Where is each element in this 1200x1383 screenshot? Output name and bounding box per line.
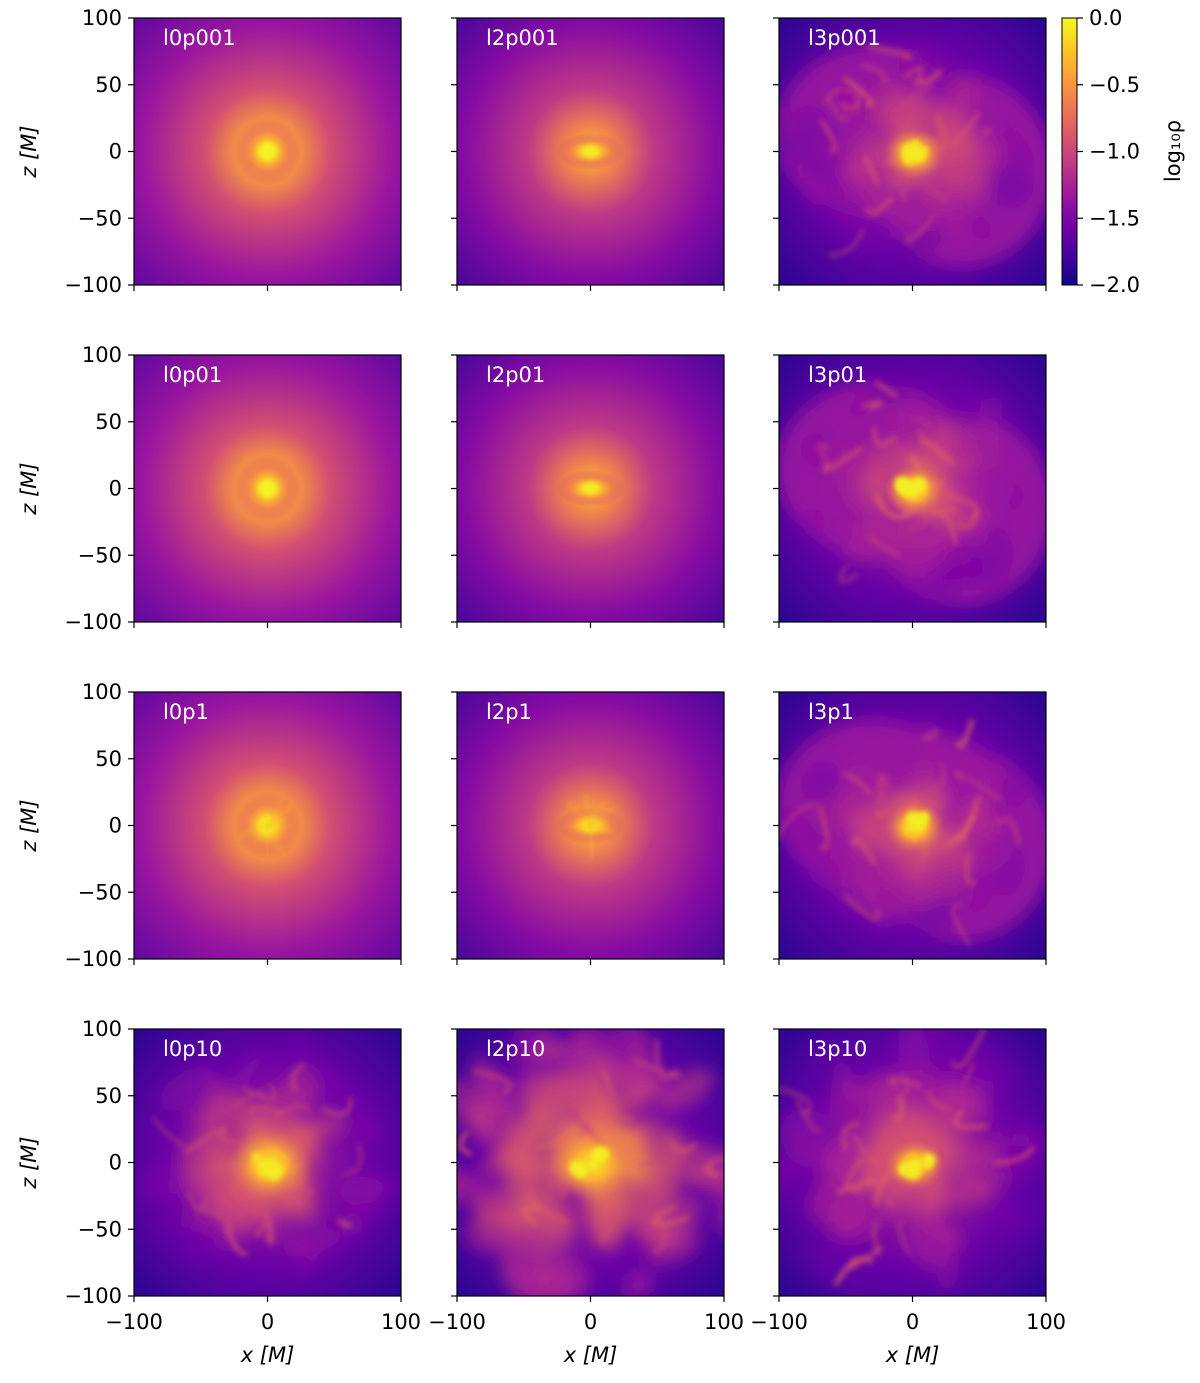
panel-label: l2p001 — [486, 26, 559, 50]
y-tick-label: −50 — [78, 543, 122, 567]
panel-l3p001: l3p001 — [773, 17, 1047, 291]
colorbar-tick-label: −2.0 — [1089, 273, 1140, 297]
panel-l3p10: l3p10 −100 0 100 x [M] — [750, 1028, 1066, 1367]
colorbar-gradient — [1061, 17, 1078, 286]
colorbar-tick-label: 0.0 — [1089, 6, 1122, 30]
panel-l0p10: l0p10 100 50 0 −50 −100−100 0 100 z [M] x [M] — [17, 1017, 421, 1367]
panel-l0p01: l0p01 100 50 0 −50 −100 z [M] — [17, 343, 402, 634]
y-tick-label: 50 — [95, 410, 122, 434]
panel-l3p1: l3p1 — [773, 691, 1047, 965]
density-map — [134, 1029, 401, 1296]
panel-l2p001: l2p001 — [451, 17, 725, 291]
x-tick-label: −100 — [750, 1310, 808, 1334]
x-tick-label: 100 — [1026, 1310, 1066, 1334]
panel-label: l2p10 — [486, 1037, 545, 1061]
density-map — [457, 355, 724, 622]
y-axis-label: z [M] — [17, 462, 41, 515]
density-map — [457, 18, 724, 285]
x-tick-label: 0 — [261, 1310, 274, 1334]
panel-l2p01: l2p01 — [451, 354, 725, 628]
x-tick-label: −100 — [105, 1310, 163, 1334]
panels: l0p001 100 50 0 −50 −100 z [M] l2p001 l3p001 l0p0… — [17, 6, 1066, 1367]
y-tick-label: 50 — [95, 1084, 122, 1108]
panel-l3p01: l3p01 — [773, 354, 1047, 628]
y-tick-label: −50 — [78, 206, 122, 230]
panel-label: l3p1 — [808, 700, 854, 724]
x-tick-label: −100 — [428, 1310, 486, 1334]
panel-l2p1: l2p1 — [451, 691, 725, 965]
colorbar-tick-label: −0.5 — [1089, 73, 1140, 97]
panel-label: l0p1 — [163, 700, 209, 724]
y-tick-label: −100 — [64, 610, 122, 634]
density-map — [134, 18, 401, 285]
x-axis-label: x [M] — [885, 1343, 940, 1367]
density-map — [134, 692, 401, 959]
y-tick-label: 0 — [109, 477, 122, 501]
density-map — [779, 1029, 1046, 1296]
density-map — [457, 1029, 724, 1296]
density-map — [779, 18, 1046, 285]
panel-label: l0p01 — [163, 363, 222, 387]
y-tick-label: −100 — [64, 947, 122, 971]
y-tick-label: −100 — [64, 273, 122, 297]
panel-l0p1: l0p1 100 50 0 −50 −100 z [M] — [17, 680, 402, 971]
y-tick-label: 100 — [82, 6, 122, 30]
y-axis-label: z [M] — [17, 1136, 41, 1189]
x-axis-label: x [M] — [240, 1343, 295, 1367]
density-map — [779, 692, 1046, 959]
panel-label: l3p10 — [808, 1037, 867, 1061]
density-map — [134, 355, 401, 622]
x-tick-label: 0 — [906, 1310, 919, 1334]
y-axis-label: z [M] — [17, 799, 41, 852]
x-tick-label: 100 — [704, 1310, 744, 1334]
panel-l2p10: l2p10 −100 0 100 x [M] — [428, 1028, 744, 1367]
colorbar-tick-label: −1.0 — [1089, 140, 1140, 164]
panel-label: l0p10 — [163, 1037, 222, 1061]
y-tick-label: −50 — [78, 880, 122, 904]
colorbar-tick-label: −1.5 — [1089, 206, 1140, 230]
y-axis-label: z [M] — [17, 125, 41, 178]
y-tick-label: 100 — [82, 343, 122, 367]
density-map — [457, 692, 724, 959]
x-tick-label: 100 — [381, 1310, 421, 1334]
x-axis-label: x [M] — [563, 1343, 618, 1367]
colorbar: log₁₀ρ 0.0 −0.5 −1.0 −1.5 −2.0 — [1061, 6, 1185, 297]
y-tick-label: 50 — [95, 747, 122, 771]
panel-label: l3p01 — [808, 363, 867, 387]
panel-label: l0p001 — [163, 26, 236, 50]
panel-label: l2p1 — [486, 700, 532, 724]
y-tick-label: 0 — [109, 140, 122, 164]
panel-label: l3p001 — [808, 26, 881, 50]
density-map — [779, 355, 1046, 622]
y-tick-label: −100 — [64, 1284, 122, 1308]
panel-l0p001: l0p001 100 50 0 −50 −100 z [M] — [17, 6, 402, 297]
y-tick-label: −50 — [78, 1217, 122, 1241]
colorbar-label: log₁₀ρ — [1161, 120, 1185, 182]
y-tick-label: 50 — [95, 73, 122, 97]
panel-label: l2p01 — [486, 363, 545, 387]
y-tick-label: 0 — [109, 814, 122, 838]
y-tick-label: 100 — [82, 1017, 122, 1041]
x-tick-label: 0 — [584, 1310, 597, 1334]
y-tick-label: 100 — [82, 680, 122, 704]
y-tick-label: 0 — [109, 1151, 122, 1175]
